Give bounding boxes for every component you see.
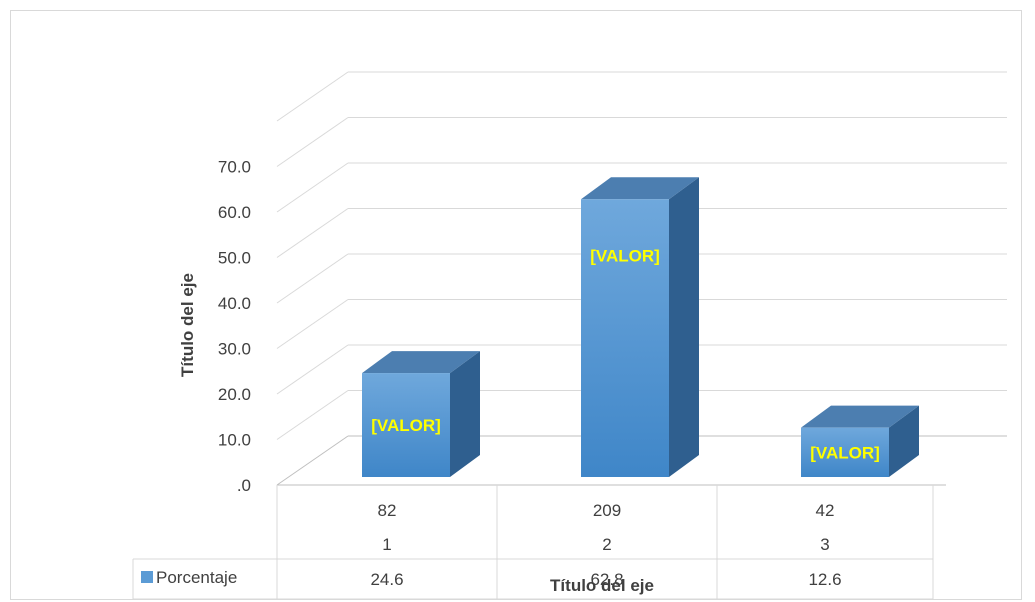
bar-side: [669, 177, 699, 477]
bar-top: [581, 177, 699, 200]
y-tick-label: 30.0: [218, 340, 251, 359]
gridline-side: [276, 117, 349, 167]
legend-swatch: [141, 571, 153, 583]
bar-side: [889, 405, 919, 477]
y-tick-label: 10.0: [218, 431, 251, 450]
data-label: [VALOR]: [590, 246, 660, 265]
table-count: 209: [593, 501, 621, 520]
table-value: 62.8: [590, 570, 623, 589]
y-tick-label: 70.0: [218, 158, 251, 177]
data-label: [VALOR]: [810, 443, 880, 462]
bar-top: [801, 405, 919, 428]
chart-area: .0 10.0 20.0 30.0 40.0 50.0 60.0 70.0 Título del…: [10, 10, 1022, 600]
legend-label: Porcentaje: [156, 568, 237, 587]
bar: [581, 199, 669, 477]
bar-top: [362, 351, 480, 374]
data-label: [VALOR]: [371, 416, 441, 435]
gridline-side: [276, 390, 349, 440]
chart-svg: .0 10.0 20.0 30.0 40.0 50.0 60.0 70.0 Título del…: [132, 71, 1007, 600]
y-tick-label: 50.0: [218, 249, 251, 268]
table-value: 12.6: [808, 570, 841, 589]
gridline-side: [276, 71, 349, 122]
table-count: 42: [816, 501, 835, 520]
gridline-side: [276, 162, 349, 213]
bar: [362, 373, 450, 477]
gridline-side: [276, 435, 349, 486]
y-tick-label: 20.0: [218, 385, 251, 404]
x-tick-label: 3: [820, 535, 829, 554]
gridline-side: [276, 299, 349, 349]
table-count: 82: [378, 501, 397, 520]
gridline-side: [276, 344, 349, 395]
x-tick-label: 1: [382, 535, 391, 554]
x-axis-title: Título del eje: [550, 576, 654, 595]
gridline-side: [276, 253, 349, 304]
y-tick-label: .0: [237, 476, 251, 495]
table-value: 24.6: [370, 570, 403, 589]
gridline-side: [276, 208, 349, 258]
y-axis-title: Título del eje: [178, 273, 197, 377]
bar: [801, 427, 889, 477]
y-tick-label: 60.0: [218, 203, 251, 222]
x-tick-label: 2: [602, 535, 611, 554]
bar-side: [450, 351, 480, 477]
y-tick-label: 40.0: [218, 294, 251, 313]
